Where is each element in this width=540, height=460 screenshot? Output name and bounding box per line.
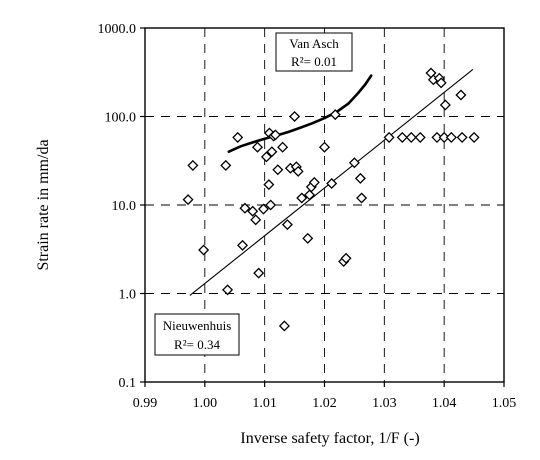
data-point [455,89,467,101]
data-point [326,177,338,190]
data-point [383,131,395,143]
van-asch-box [275,32,353,72]
data-point [308,176,320,188]
nieuwenhuis-label: Nieuwenhuis [163,318,232,333]
data-point [265,199,277,211]
data-point [182,194,194,206]
data-point [281,219,293,231]
data-point [250,214,262,226]
data-point [198,244,210,256]
data-points [182,67,480,332]
y-tick-label: 1000.0 [98,22,137,37]
y-tick-label: 10.0 [112,199,137,214]
data-point [247,205,259,217]
axis-ticks: 0.99 1.00 1.01 1.02 1.03 1.04 1.05 0.1 1.0 10.0 10… [98,22,517,411]
data-point [329,109,341,121]
x-tick-label: 1.03 [372,396,397,411]
data-point [302,232,314,244]
data-point [272,164,284,176]
data-point [396,131,408,143]
data-point [354,172,366,184]
data-point [237,239,249,251]
data-point [260,151,272,163]
nieuwenhuis-r2: R²= 0.34 [174,337,220,352]
data-point [348,157,360,169]
data-point [296,192,308,204]
data-point [277,141,289,153]
data-point [278,320,290,332]
data-point [289,110,301,123]
x-tick-label: 1.00 [193,396,218,411]
data-point [263,127,275,139]
nieuwenhuis-annotation: Nieuwenhuis R²= 0.34 [154,313,240,356]
data-point [232,131,244,143]
data-point [405,131,417,143]
van-asch-annotation: Van Asch R²= 0.01 [275,32,353,72]
x-tick-label: 0.99 [133,396,158,411]
y-tick-label: 100.0 [105,111,137,126]
data-point [266,146,278,158]
data-point [251,141,264,153]
data-point [318,141,331,153]
data-point [239,202,251,214]
van-asch-label: Van Asch [289,36,339,51]
x-tick-label: 1.05 [492,396,517,411]
data-point [438,131,450,143]
data-point [439,99,451,111]
data-point [445,131,457,143]
data-point [187,159,199,171]
y-axis-label: Strain rate in mm/da [35,139,52,270]
data-point [292,165,304,177]
data-point [356,192,368,204]
data-point [253,267,265,279]
x-tick-label: 1.04 [432,396,457,411]
nieuwenhuis-box [154,313,240,356]
data-point [220,159,232,171]
data-point [340,252,352,264]
y-tick-label: 1.0 [119,288,137,303]
data-point [468,131,480,143]
van-asch-r2: R²= 0.01 [291,54,337,69]
data-point [304,189,316,201]
data-point [222,284,234,296]
data-point [269,129,281,141]
x-tick-label: 1.02 [312,396,337,411]
y-tick-label: 0.1 [119,376,137,391]
data-point [263,179,275,191]
x-tick-label: 1.01 [252,396,277,411]
x-axis-label: Inverse safety factor, 1/F (-) [240,430,419,447]
data-point [456,131,468,143]
data-point [431,131,443,143]
van-asch-curve [227,74,373,153]
data-point [257,203,269,215]
data-point [414,131,426,143]
data-point [435,77,447,89]
